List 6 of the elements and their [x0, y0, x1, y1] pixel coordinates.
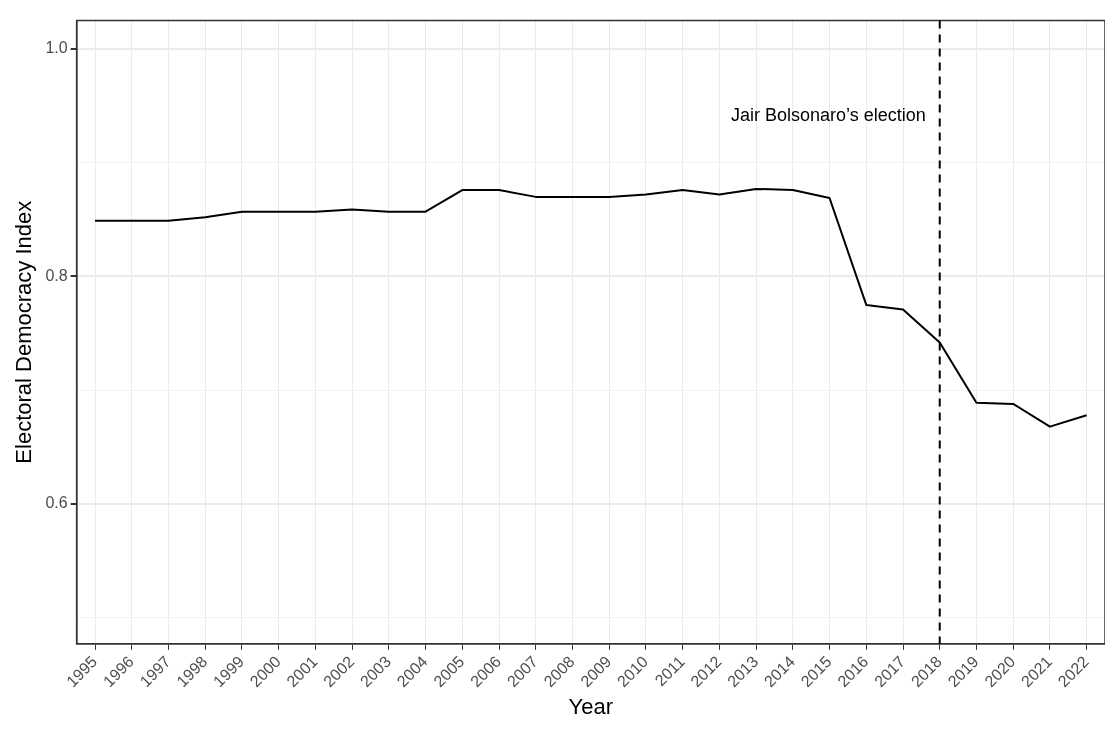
y-tick-label: 0.8	[45, 266, 68, 284]
y-axis-title: Electoral Democracy Index	[11, 200, 37, 464]
x-axis-title: Year	[568, 693, 614, 719]
y-tick-label: 0.6	[45, 494, 68, 512]
y-tick-label: 1.0	[45, 39, 68, 57]
ref-line-label: Jair Bolsonaro’s election	[730, 104, 926, 125]
